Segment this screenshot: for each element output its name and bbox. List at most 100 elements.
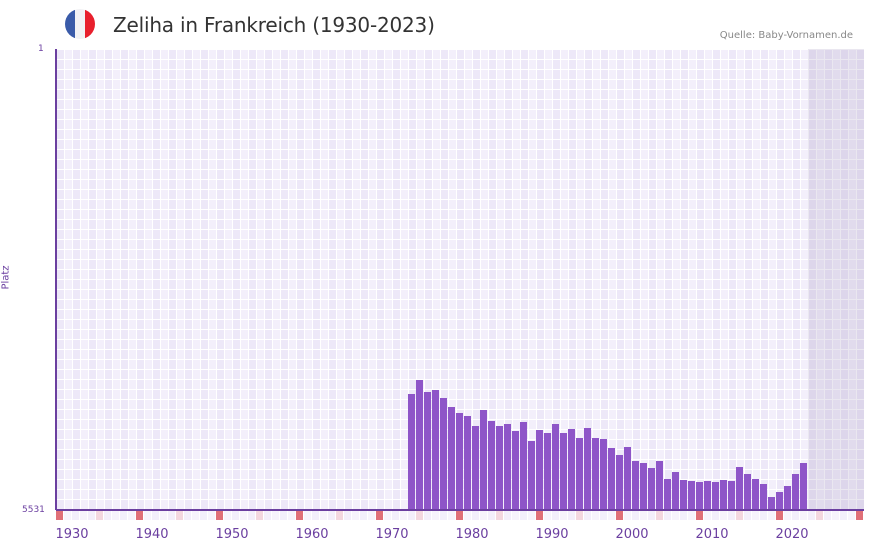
bar-1981[interactable] — [464, 415, 471, 510]
x-tick — [160, 511, 167, 520]
bar-2007[interactable] — [672, 472, 679, 510]
bar-2019[interactable] — [768, 497, 775, 510]
bar-1995[interactable] — [576, 437, 583, 510]
bar-1996[interactable] — [584, 427, 591, 510]
x-tick — [168, 511, 175, 520]
bar-2011[interactable] — [704, 481, 711, 510]
x-axis-line — [56, 509, 864, 511]
x-tick — [672, 511, 679, 520]
bar-2013[interactable] — [720, 480, 727, 510]
bar-2017[interactable] — [752, 479, 759, 510]
x-tick — [104, 511, 111, 520]
bar-2000[interactable] — [616, 454, 623, 510]
bar-1978[interactable] — [440, 397, 447, 510]
bar-1988[interactable] — [520, 421, 527, 510]
bar-1984[interactable] — [488, 420, 495, 510]
bar-2016[interactable] — [744, 474, 751, 510]
bar-1992[interactable] — [552, 423, 559, 510]
bar-1994[interactable] — [568, 428, 575, 510]
bar-1979[interactable] — [448, 406, 455, 510]
bar-1983[interactable] — [480, 409, 487, 510]
x-tick — [480, 511, 487, 520]
bar-2006[interactable] — [664, 479, 671, 510]
bar-1975[interactable] — [416, 380, 423, 510]
x-tick — [728, 511, 735, 520]
bar-2004[interactable] — [648, 468, 655, 510]
x-tick — [800, 511, 807, 520]
bar-1986[interactable] — [504, 423, 511, 510]
bar-1993[interactable] — [560, 432, 567, 510]
bar-2014[interactable] — [728, 481, 735, 510]
x-tick — [184, 511, 191, 520]
bar-1980[interactable] — [456, 412, 463, 510]
x-tick — [528, 511, 535, 520]
bar-2008[interactable] — [680, 480, 687, 510]
x-tick — [152, 511, 159, 520]
x-tick — [96, 511, 103, 520]
bar-2022[interactable] — [792, 474, 799, 510]
x-tick — [136, 511, 143, 520]
bar-2001[interactable] — [624, 446, 631, 510]
bar-2018[interactable] — [760, 484, 767, 510]
x-tick — [512, 511, 519, 520]
x-tick — [120, 511, 127, 520]
x-label-1960: 1960 — [295, 527, 329, 542]
x-tick — [272, 511, 279, 520]
x-tick — [576, 511, 583, 520]
x-tick — [744, 511, 751, 520]
x-tick — [176, 511, 183, 520]
x-label-1980: 1980 — [455, 527, 489, 542]
x-tick — [856, 511, 863, 520]
bar-2009[interactable] — [688, 481, 695, 510]
bar-1997[interactable] — [592, 437, 599, 510]
x-tick — [624, 511, 631, 520]
bar-2003[interactable] — [640, 462, 647, 510]
bar-1982[interactable] — [472, 425, 479, 510]
y-axis-title: Platz — [0, 265, 12, 290]
bar-2005[interactable] — [656, 460, 663, 510]
x-tick — [688, 511, 695, 520]
bar-2002[interactable] — [632, 460, 639, 510]
x-tick — [632, 511, 639, 520]
x-label-2010: 2010 — [695, 527, 729, 542]
bar-2010[interactable] — [696, 482, 703, 510]
x-tick — [488, 511, 495, 520]
x-tick — [208, 511, 215, 520]
bar-1999[interactable] — [608, 447, 615, 510]
x-tick — [144, 511, 151, 520]
x-tick — [264, 511, 271, 520]
bar-2015[interactable] — [736, 467, 743, 510]
bar-1991[interactable] — [544, 432, 551, 510]
bar-1990[interactable] — [536, 429, 543, 510]
x-tick — [288, 511, 295, 520]
bar-1998[interactable] — [600, 438, 607, 510]
bar-1977[interactable] — [432, 389, 439, 510]
plot-area — [55, 49, 864, 511]
x-tick — [344, 511, 351, 520]
x-tick — [504, 511, 511, 520]
x-label-1990: 1990 — [535, 527, 569, 542]
bar-2012[interactable] — [712, 482, 719, 510]
bar-2023[interactable] — [800, 462, 807, 510]
x-tick — [304, 511, 311, 520]
bar-1976[interactable] — [424, 392, 431, 510]
x-tick — [568, 511, 575, 520]
x-axis-ticks — [56, 511, 864, 520]
x-tick — [656, 511, 663, 520]
bar-1974[interactable] — [408, 393, 415, 510]
bar-1987[interactable] — [512, 430, 519, 510]
bar-1989[interactable] — [528, 440, 535, 510]
x-tick — [424, 511, 431, 520]
x-tick — [760, 511, 767, 520]
y-axis-top-label: 1 — [38, 44, 44, 54]
bar-2020[interactable] — [776, 492, 783, 510]
x-tick — [320, 511, 327, 520]
bar-2021[interactable] — [784, 486, 791, 510]
y-axis-line — [55, 49, 57, 510]
x-tick — [296, 511, 303, 520]
x-tick — [192, 511, 199, 520]
x-tick — [600, 511, 607, 520]
bar-1985[interactable] — [496, 425, 503, 510]
x-tick — [544, 511, 551, 520]
x-tick — [224, 511, 231, 520]
